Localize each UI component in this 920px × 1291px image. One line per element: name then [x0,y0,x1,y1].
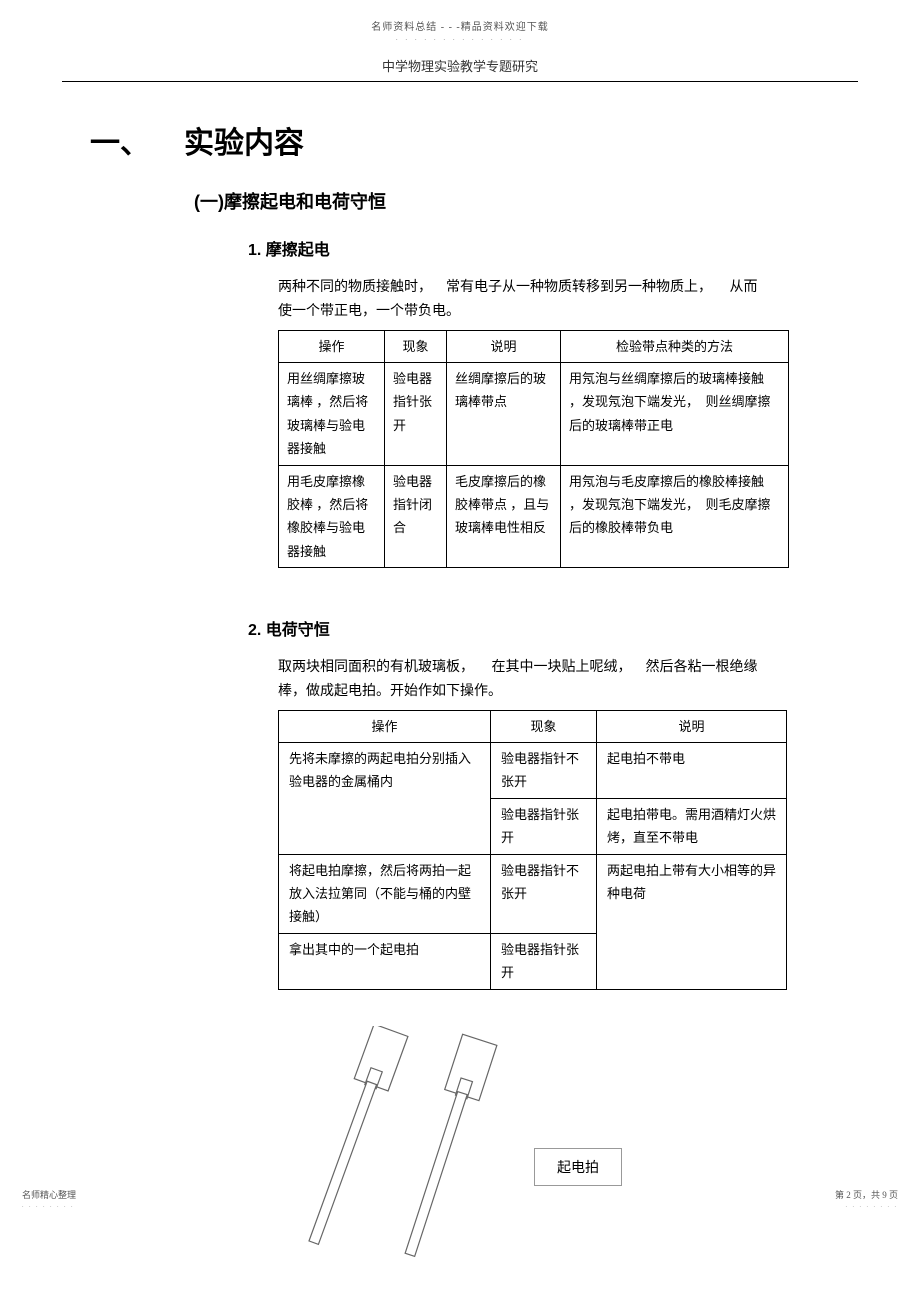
t2-h2: 现象 [491,710,597,742]
t1-c: 用氖泡与毛皮摩擦后的橡胶棒接触 ，发现氖泡下端发光， 则毛皮摩擦后的橡胶棒带负电 [561,465,789,568]
table-1: 操作 现象 说明 检验带点种类的方法 用丝绸摩擦玻璃棒 ，然后将玻璃棒与验电器接… [278,330,789,569]
section1-heading: 1. 摩擦起电 [248,236,858,260]
table-row: 先将未摩擦的两起电拍分别插入验电器的金属桶内 验电器指针不张开 起电拍不带电 [279,743,787,799]
t1-c: 用毛皮摩擦橡胶棒 ，然后将橡胶棒与验电器接触 [279,465,385,568]
t2-c: 起电拍不带电 [597,743,787,799]
t1-h2: 现象 [385,330,447,362]
t2-c: 验电器指针张开 [491,798,597,854]
t1-c: 用氖泡与丝绸摩擦后的玻璃棒接触 ，发现氖泡下端发光， 则丝绸摩擦后的玻璃棒带正电 [561,362,789,465]
diagram-label: 起电拍 [534,1148,622,1186]
t1-c: 验电器指针张开 [385,362,447,465]
footer-left-dots: . . . . . . . . [22,1203,75,1209]
heading-1-number: 一、 [90,118,150,162]
t2-c: 验电器指针不张开 [491,854,597,933]
t2-h3: 说明 [597,710,787,742]
section2-heading: 2. 电荷守恒 [248,616,858,640]
table-row: 用毛皮摩擦橡胶棒 ，然后将橡胶棒与验电器接触 验电器指针闭合 毛皮摩擦后的橡胶棒… [279,465,789,568]
p1c: 从而 [730,276,758,300]
table-row: 将起电拍摩擦，然后将两拍一起放入法拉第同（不能与桶的内壁接触） 验电器指针不张开… [279,854,787,933]
header-subtitle: 中学物理实验教学专题研究 [0,56,920,81]
section2-paragraph: 取两块相同面积的有机玻璃板， 在其中一块贴上呢绒， 然后各粘一根绝缘 棒，做成起… [278,656,802,704]
t2-c: 验电器指针张开 [491,933,597,989]
t2-c: 起电拍带电。需用酒精灯火烘烤，直至不带电 [597,798,787,854]
p1-line2: 使一个带正电，一个带负电。 [278,304,460,319]
t1-c: 用丝绸摩擦玻璃棒 ，然后将玻璃棒与验电器接触 [279,362,385,465]
table-2: 操作 现象 说明 先将未摩擦的两起电拍分别插入验电器的金属桶内 验电器指针不张开… [278,710,787,990]
footer-right-dots: . . . . . . . . [846,1203,899,1209]
t2-h1: 操作 [279,710,491,742]
t1-c: 验电器指针闭合 [385,465,447,568]
t1-c: 毛皮摩擦后的橡胶棒带点 ，且与玻璃棒电性相反 [447,465,561,568]
t2-c: 验电器指针不张开 [491,743,597,799]
t1-c: 丝绸摩擦后的玻璃棒带点 [447,362,561,465]
p1a: 两种不同的物质接触时， [278,276,432,300]
t2-c: 两起电拍上带有大小相等的异种电荷 [597,854,787,989]
table-row: 操作 现象 说明 [279,710,787,742]
table-row: 操作 现象 说明 检验带点种类的方法 [279,330,789,362]
paddle-diagram-icon [278,1026,538,1286]
p2a: 取两块相同面积的有机玻璃板， [278,656,474,680]
section1-paragraph: 两种不同的物质接触时， 常有电子从一种物质转移到另一种物质上， 从而 使一个带正… [278,276,802,324]
t1-h1: 操作 [279,330,385,362]
footer-left-text: 名师精心整理 [22,1188,76,1201]
heading-1: 一、 实验内容 [90,118,858,162]
table-row: 用丝绸摩擦玻璃棒 ，然后将玻璃棒与验电器接触 验电器指针张开 丝绸摩擦后的玻璃棒… [279,362,789,465]
t1-h3: 说明 [447,330,561,362]
p2c: 然后各粘一根绝缘 [646,656,758,680]
main-content: 一、 实验内容 (一)摩擦起电和电荷守恒 1. 摩擦起电 两种不同的物质接触时，… [0,82,920,1286]
p2-line2: 棒，做成起电拍。开始作如下操作。 [278,684,502,699]
t2-c: 拿出其中的一个起电拍 [279,933,491,989]
t1-h4: 检验带点种类的方法 [561,330,789,362]
p2b: 在其中一块贴上呢绒， [492,656,632,680]
header-top-text: 名师资料总结 - - -精品资料欢迎下载 [0,0,920,33]
t2-c: 先将未摩擦的两起电拍分别插入验电器的金属桶内 [279,743,491,855]
heading-1-title: 实验内容 [184,118,304,162]
heading-2: (一)摩擦起电和电荷守恒 [194,188,858,214]
p1b: 常有电子从一种物质转移到另一种物质上， [446,276,712,300]
t2-c: 将起电拍摩擦，然后将两拍一起放入法拉第同（不能与桶的内壁接触） [279,854,491,933]
header-dots: . . . . . . . . . . . . . . [0,34,920,42]
footer-right-text: 第 2 页，共 9 页 [835,1188,898,1201]
diagram-area: 起电拍 [278,1026,818,1286]
